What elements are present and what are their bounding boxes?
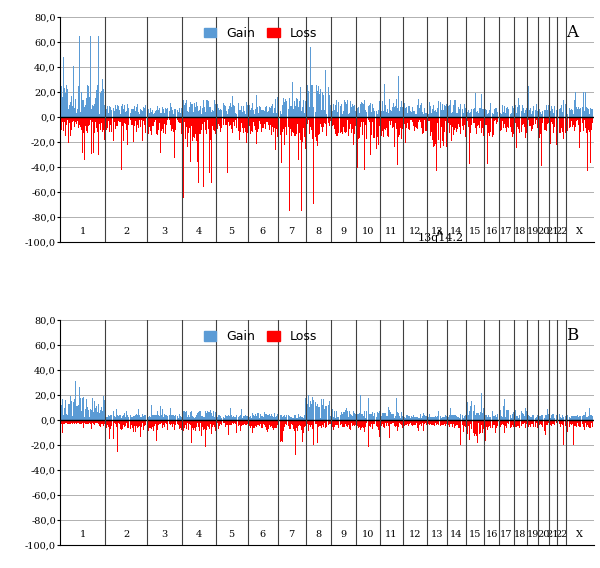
Text: 13q14.2: 13q14.2 xyxy=(418,230,464,243)
Text: A: A xyxy=(566,24,578,41)
Legend: Gain, Loss: Gain, Loss xyxy=(200,23,321,44)
Legend: Gain, Loss: Gain, Loss xyxy=(200,327,321,347)
Text: B: B xyxy=(566,327,578,344)
